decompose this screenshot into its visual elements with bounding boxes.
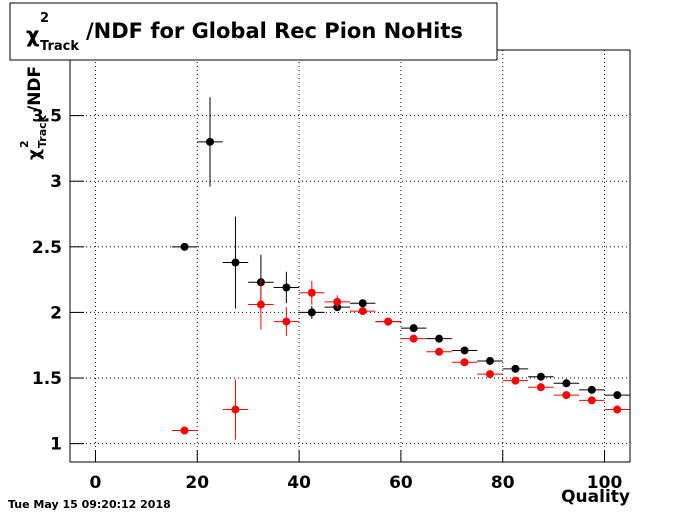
marker bbox=[231, 258, 240, 267]
title-sup: 2 bbox=[40, 11, 49, 26]
marker bbox=[384, 317, 393, 326]
title-sub: Track bbox=[40, 39, 79, 54]
marker bbox=[536, 383, 545, 392]
marker bbox=[256, 300, 265, 309]
marker bbox=[307, 308, 316, 317]
title-symbol: χ bbox=[26, 23, 40, 47]
y-tick-label: 1.5 bbox=[32, 369, 62, 389]
marker bbox=[587, 385, 596, 394]
marker bbox=[435, 334, 444, 343]
marker bbox=[460, 346, 469, 355]
marker bbox=[587, 396, 596, 405]
y-tick-label: 2 bbox=[50, 303, 62, 323]
title-box: χ 2 Track /NDF for Global Rec Pion NoHit… bbox=[9, 2, 498, 61]
marker bbox=[409, 324, 418, 333]
marker bbox=[358, 299, 367, 308]
marker bbox=[562, 379, 571, 388]
marker bbox=[231, 405, 240, 414]
marker bbox=[206, 137, 214, 146]
title-rest: /NDF for Global Rec Pion NoHits bbox=[86, 19, 463, 43]
x-tick-label: 40 bbox=[287, 473, 311, 493]
x-tick-label: 20 bbox=[185, 473, 209, 493]
marker bbox=[180, 426, 189, 435]
y-axis-label: χ 2 Track /NDF bbox=[18, 66, 49, 160]
marker bbox=[613, 391, 622, 400]
y-tick-label: 3 bbox=[50, 172, 62, 192]
x-tick-label: 80 bbox=[491, 473, 515, 493]
x-tick-label: 60 bbox=[389, 473, 413, 493]
marker bbox=[435, 347, 444, 356]
x-tick-label: 0 bbox=[90, 473, 102, 493]
y-label-rest: /NDF bbox=[25, 66, 45, 112]
marker bbox=[486, 356, 494, 365]
marker bbox=[180, 242, 189, 251]
y-label-sub: Track bbox=[36, 114, 49, 148]
y-label-sup: 2 bbox=[18, 140, 31, 148]
marker bbox=[536, 372, 545, 381]
marker bbox=[282, 317, 291, 326]
marker bbox=[511, 376, 520, 385]
y-tick-label: 2.5 bbox=[32, 238, 62, 258]
marker bbox=[307, 288, 316, 297]
marker bbox=[358, 307, 367, 316]
y-tick-label: 3.5 bbox=[32, 107, 62, 127]
marker bbox=[486, 370, 494, 379]
y-tick-label: 1 bbox=[50, 435, 62, 455]
marker bbox=[282, 283, 291, 292]
timestamp: Tue May 15 09:20:12 2018 bbox=[8, 498, 171, 511]
x-tick-label: 100 bbox=[587, 473, 623, 493]
x-axis-label: Quality bbox=[561, 487, 630, 507]
title-frame bbox=[9, 2, 498, 61]
marker bbox=[409, 334, 418, 343]
marker bbox=[333, 297, 342, 306]
marker bbox=[511, 364, 520, 373]
marker bbox=[613, 405, 622, 414]
marker bbox=[460, 358, 469, 367]
marker bbox=[562, 391, 571, 400]
y-label-symbol: χ bbox=[25, 149, 45, 160]
plot-area: 0 20 40 60 80 100 1 1.5 2 2.5 3 3.5 bbox=[32, 50, 630, 493]
